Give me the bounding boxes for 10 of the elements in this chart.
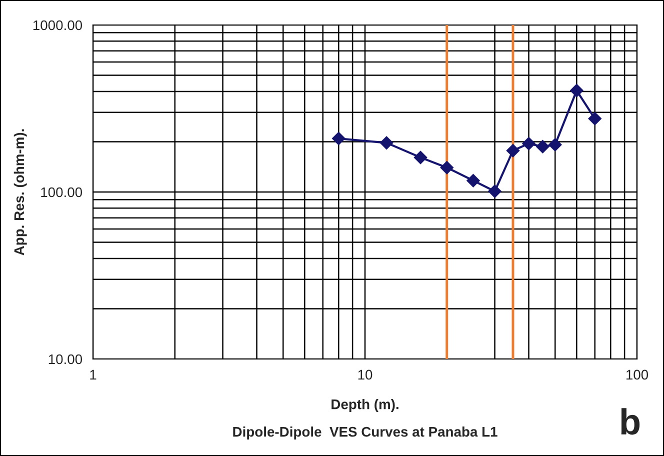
y-axis-title: App. Res. (ohm-m). [14, 129, 27, 256]
x-tick-label: 1 [90, 370, 96, 380]
x-axis-title: Depth (m). [332, 399, 398, 412]
y-tick-label: 1000.00 [33, 20, 82, 30]
y-tick-label: 100.00 [41, 187, 82, 198]
x-tick-label: 100 [626, 370, 648, 380]
text: b [621, 408, 640, 435]
y-tick-label: 10.00 [48, 354, 82, 364]
text: Dipole-Dipole VES Curves at Panaba L1 [233, 426, 498, 440]
x-tick-label: 10 [358, 370, 372, 380]
